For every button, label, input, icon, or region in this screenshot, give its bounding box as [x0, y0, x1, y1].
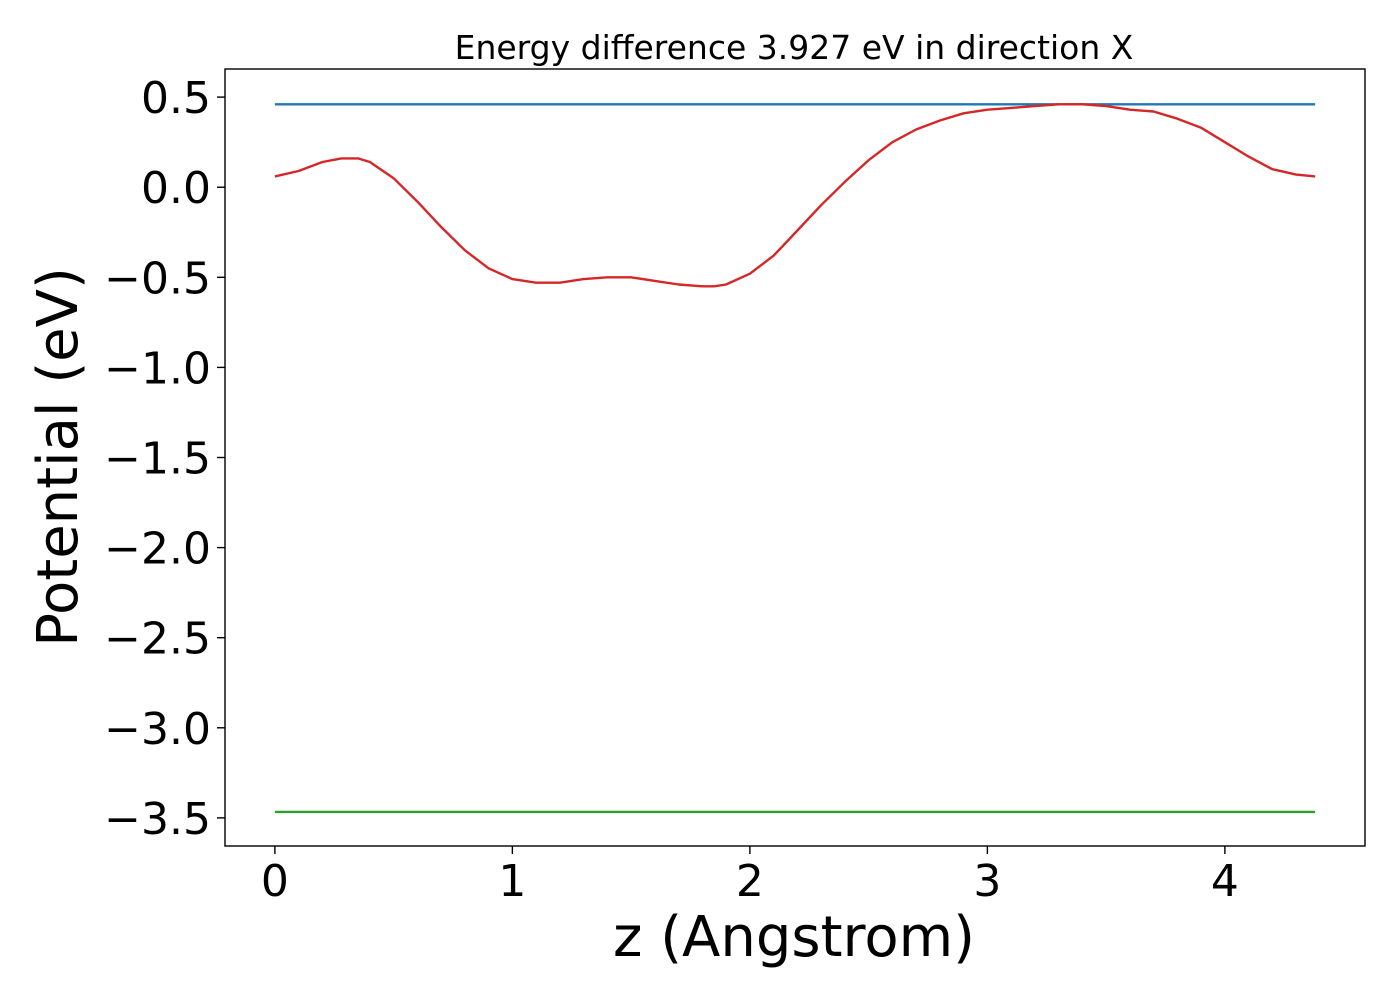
y-tick-label: −2.5	[104, 614, 211, 665]
plot-frame	[224, 68, 1366, 847]
series-line-2	[274, 103, 1316, 288]
y-tick-label: 0.5	[141, 73, 211, 124]
x-tick-label: 0	[261, 856, 289, 907]
x-axis: 0 1 2 3 4	[261, 846, 1239, 907]
x-tick-label: 2	[736, 856, 764, 907]
plot-area	[274, 103, 1316, 814]
y-tick-label: −3.5	[104, 794, 211, 845]
x-axis-label: z (Angstrom)	[613, 905, 975, 970]
y-tick-label: −1.0	[104, 343, 211, 394]
y-axis-label: Potential (eV)	[26, 267, 91, 647]
y-tick-label: −2.0	[104, 524, 211, 575]
y-tick-label: −0.5	[104, 253, 211, 304]
x-tick-label: 4	[1211, 856, 1239, 907]
y-tick-label: 0.0	[141, 163, 211, 214]
y-axis: 0.5 0.0 −0.5 −1.0 −1.5 −2.0 −2.5 −3.0 −3.5	[104, 73, 225, 845]
x-tick-label: 3	[973, 856, 1001, 907]
y-tick-label: −1.5	[104, 434, 211, 485]
y-tick-label: −3.0	[104, 704, 211, 755]
x-tick-label: 1	[498, 856, 526, 907]
chart-title: Energy difference 3.927 eV in direction …	[455, 28, 1134, 67]
